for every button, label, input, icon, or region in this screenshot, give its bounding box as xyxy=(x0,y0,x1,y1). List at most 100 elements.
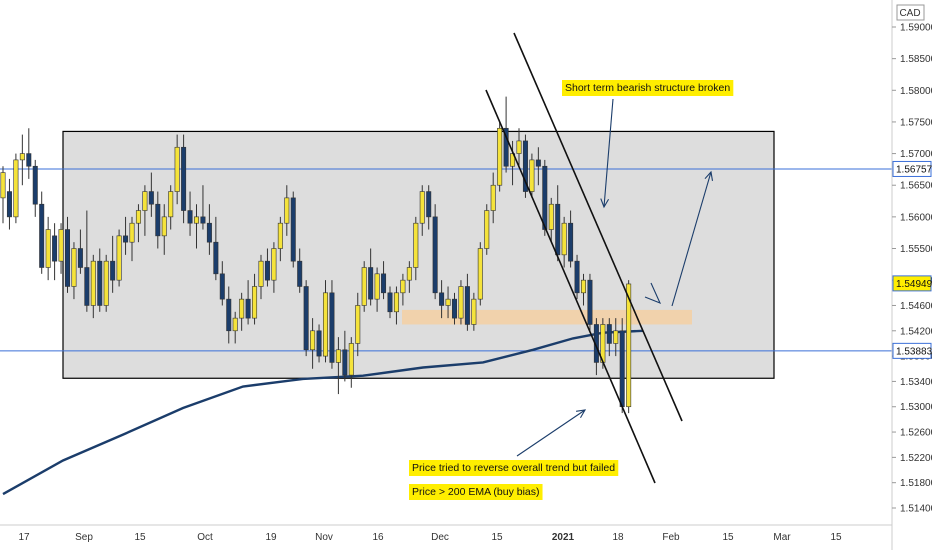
candle xyxy=(181,134,187,224)
candle-body xyxy=(200,216,206,224)
candle-body xyxy=(181,146,187,211)
candle-body xyxy=(406,267,412,281)
candle-body xyxy=(497,127,503,186)
candle-body xyxy=(316,330,322,357)
candle xyxy=(148,172,154,217)
candle xyxy=(458,280,464,325)
candle xyxy=(329,280,335,369)
candle-body xyxy=(194,216,200,224)
candle-body xyxy=(58,229,64,262)
ema-layer xyxy=(2,329,644,496)
candle-body xyxy=(529,159,535,192)
candle-body xyxy=(516,140,522,154)
x-tick-label: Sep xyxy=(75,532,93,543)
candle xyxy=(19,134,25,186)
candle xyxy=(381,261,387,300)
candle xyxy=(471,292,477,331)
channel-lower-line xyxy=(485,89,656,484)
annotation-1: Price tried to reverse overall trend but… xyxy=(409,460,619,476)
price-tag-1: 1.54949 xyxy=(892,275,932,292)
candle-body xyxy=(490,184,496,211)
candle xyxy=(529,153,535,198)
candle xyxy=(522,134,528,198)
arrow-upside-target xyxy=(671,171,712,307)
annotation-background-1 xyxy=(409,460,619,476)
candle xyxy=(39,191,45,274)
candle xyxy=(129,216,135,262)
candle xyxy=(116,229,122,287)
candle-body xyxy=(587,279,593,325)
candle xyxy=(535,147,541,186)
candle-body xyxy=(477,248,483,300)
candle-body xyxy=(148,191,154,205)
candle xyxy=(45,216,51,281)
x-tick-label: 16 xyxy=(372,532,384,543)
arrow-structure-broken-head xyxy=(600,198,610,209)
price-tag-box xyxy=(892,342,932,359)
y-tick-label: 1.51800 xyxy=(900,478,932,489)
candle xyxy=(232,311,238,344)
candle-body xyxy=(84,267,90,306)
y-tick-label: 1.55500 xyxy=(900,244,932,255)
annotation-background-2 xyxy=(409,484,543,500)
candle xyxy=(619,318,625,414)
candle xyxy=(258,254,264,300)
candle-body xyxy=(464,286,470,325)
candles-layer xyxy=(0,96,632,414)
candle-body xyxy=(413,222,419,268)
candle-body xyxy=(471,298,477,325)
candle-body xyxy=(187,210,193,224)
candle xyxy=(426,185,432,230)
candle-body xyxy=(561,222,567,256)
candle-body xyxy=(432,216,438,294)
candle xyxy=(303,280,309,357)
candle-body xyxy=(503,127,509,167)
candle-body xyxy=(116,235,122,281)
candle-body xyxy=(548,203,554,230)
candle-body xyxy=(174,146,180,192)
annotation-text-2: Price > 200 EMA (buy bias) xyxy=(412,486,540,498)
candle-body xyxy=(232,317,238,332)
candle-body xyxy=(226,298,232,332)
candle-body xyxy=(484,210,490,249)
candle-body xyxy=(219,273,225,300)
candle-body xyxy=(574,260,580,294)
candle xyxy=(361,261,367,312)
x-tick-label: 15 xyxy=(134,532,146,543)
candle xyxy=(451,292,457,325)
candle xyxy=(187,191,193,236)
price-tag-label: 1.54949 xyxy=(896,279,932,290)
candle-body xyxy=(322,292,328,357)
y-tick-label: 1.52600 xyxy=(900,428,932,439)
candle xyxy=(239,292,245,331)
candle xyxy=(464,273,470,331)
candle-body xyxy=(555,203,561,256)
candle xyxy=(0,166,6,224)
y-tick-label: 1.56500 xyxy=(900,181,932,192)
candle xyxy=(194,204,200,249)
candle xyxy=(264,248,270,287)
annotation-text-0: Short term bearish structure broken xyxy=(565,82,730,94)
candle-body xyxy=(368,267,374,300)
candle-body xyxy=(258,260,264,287)
candle xyxy=(84,210,90,312)
candle-body xyxy=(135,210,141,224)
candle-body xyxy=(13,159,19,218)
candle-body xyxy=(535,159,541,167)
candle xyxy=(271,242,277,293)
candle xyxy=(155,191,161,249)
candle-body xyxy=(342,349,348,376)
candle xyxy=(348,337,354,388)
candle-body xyxy=(613,330,619,344)
candle-body xyxy=(142,191,148,211)
currency-badge xyxy=(896,4,925,21)
candle xyxy=(103,254,109,312)
y-tick-label: 1.54200 xyxy=(900,326,932,337)
candle-body xyxy=(161,216,167,237)
candle-body xyxy=(374,273,380,300)
candle-body xyxy=(206,222,212,243)
candle xyxy=(213,216,219,281)
arrow-upside-target-head xyxy=(704,170,714,181)
candle xyxy=(13,153,19,224)
